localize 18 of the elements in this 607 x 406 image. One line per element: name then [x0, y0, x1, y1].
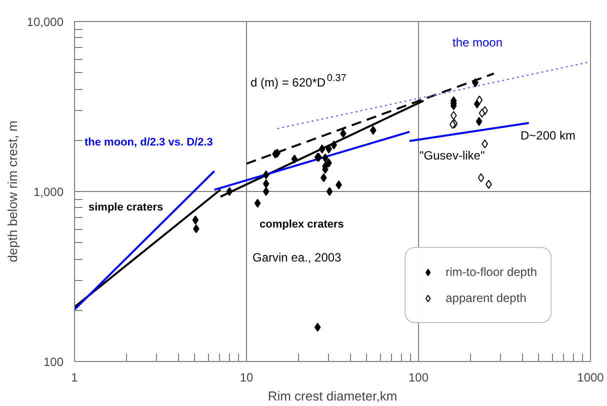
y-axis-title: depth below rim crest, m: [4, 120, 20, 262]
y-tick-label: 100: [43, 355, 64, 369]
annotation: the moon, d/2.3 vs. D/2.3: [84, 136, 213, 148]
x-tick-label: 1: [71, 370, 78, 384]
annotation: simple craters: [88, 202, 164, 214]
y-tick-label: 10,000: [26, 15, 64, 29]
x-tick-label: 1000: [577, 370, 604, 384]
legend-label: rim-to-floor depth: [446, 265, 537, 279]
legend-label: apparent depth: [446, 291, 526, 305]
x-tick-label: 10: [240, 370, 254, 384]
x-tick-label: 100: [408, 370, 429, 384]
annotation: the moon: [452, 36, 503, 50]
annotation: "Gusev-like": [420, 148, 485, 162]
x-axis-title: Rim crest diameter,km: [268, 388, 398, 404]
annotation: Garvin ea., 2003: [252, 250, 342, 264]
annotation: complex craters: [260, 218, 344, 230]
annotation: D~200 km: [520, 128, 576, 142]
y-tick-label: 1,000: [33, 185, 64, 199]
